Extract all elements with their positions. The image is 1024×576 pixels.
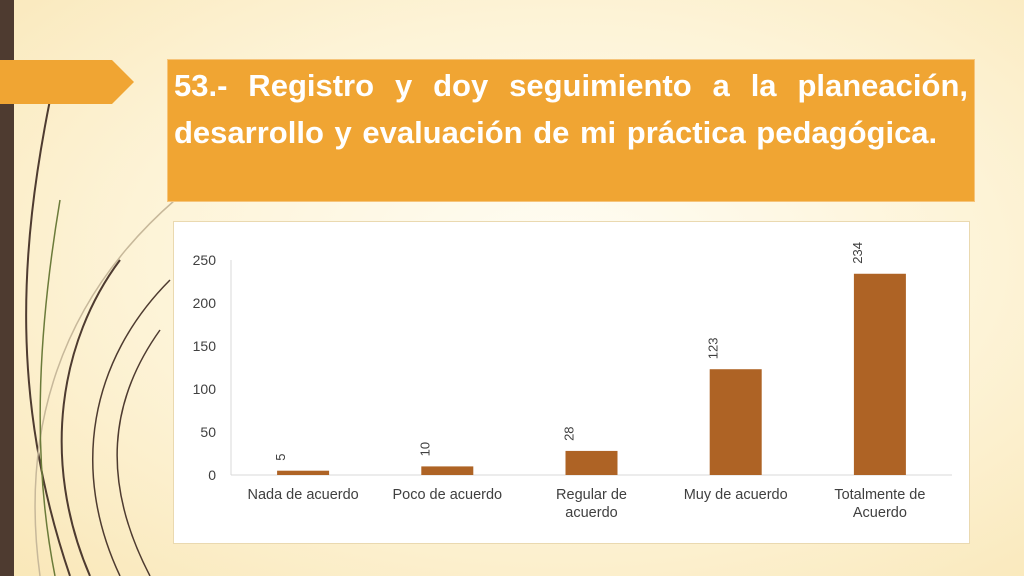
data-label: 28 — [562, 426, 577, 440]
category-label: Acuerdo — [853, 505, 907, 521]
category-label: Totalmente de — [834, 487, 925, 503]
category-label: Poco de acuerdo — [392, 487, 502, 503]
category-label: Regular de — [556, 487, 627, 503]
category-label: Muy de acuerdo — [684, 487, 788, 503]
left-accent-bar — [0, 0, 14, 576]
y-tick-label: 50 — [200, 424, 216, 440]
chart-panel: 0 50 100 150 200 250 5 Nada de acuerdo 10 Poco d… — [174, 222, 969, 543]
bar — [709, 369, 762, 475]
category-label: Nada de acuerdo — [247, 487, 358, 503]
decorative-curves — [25, 99, 176, 576]
slide-title: 53.- Registro y doy seguimiento a la pla… — [174, 68, 968, 150]
category-label: acuerdo — [565, 505, 617, 521]
title-box: 53.- Registro y doy seguimiento a la pla… — [168, 60, 974, 201]
y-tick-label: 200 — [193, 295, 217, 311]
y-tick-label: 0 — [208, 467, 216, 483]
data-label: 10 — [417, 442, 432, 456]
bar — [565, 450, 618, 475]
y-tick-label: 150 — [193, 338, 217, 354]
title-arrow-shape — [0, 60, 134, 104]
bar — [853, 273, 906, 475]
bar — [421, 466, 474, 475]
bar-chart: 0 50 100 150 200 250 5 Nada de acuerdo 10 Poco d… — [193, 242, 952, 521]
data-label: 5 — [273, 453, 288, 460]
y-tick-label: 100 — [193, 381, 217, 397]
data-label: 234 — [850, 242, 865, 264]
bar — [277, 470, 330, 475]
data-label: 123 — [706, 338, 721, 360]
y-tick-label: 250 — [193, 252, 217, 268]
